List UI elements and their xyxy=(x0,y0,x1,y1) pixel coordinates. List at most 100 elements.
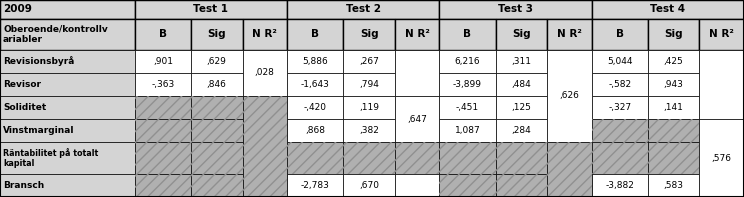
Bar xyxy=(591,142,648,174)
Bar xyxy=(0,96,135,119)
Text: ,484: ,484 xyxy=(512,80,531,89)
Bar xyxy=(547,142,591,197)
Text: ,583: ,583 xyxy=(664,181,684,190)
Bar xyxy=(591,73,648,96)
Text: Revisionsbyrå: Revisionsbyrå xyxy=(3,56,74,66)
Text: Sig: Sig xyxy=(360,29,379,39)
Text: Sig: Sig xyxy=(208,29,226,39)
Text: B: B xyxy=(159,29,167,39)
Bar xyxy=(496,73,547,96)
Text: N R²: N R² xyxy=(709,29,734,39)
Bar xyxy=(0,119,135,142)
Text: Test 1: Test 1 xyxy=(193,5,228,15)
Bar xyxy=(135,96,191,119)
Bar xyxy=(591,0,744,19)
Bar xyxy=(287,19,343,49)
Bar xyxy=(648,142,699,174)
Bar xyxy=(0,0,135,19)
Bar xyxy=(343,49,395,73)
Bar xyxy=(591,96,648,119)
Bar xyxy=(343,19,395,49)
Text: ,629: ,629 xyxy=(207,57,227,66)
Text: ,125: ,125 xyxy=(511,103,531,112)
Bar xyxy=(440,142,496,174)
Text: ,846: ,846 xyxy=(207,80,227,89)
Bar xyxy=(343,119,395,142)
Bar xyxy=(191,142,243,174)
Bar xyxy=(243,96,287,197)
Text: -3,899: -3,899 xyxy=(453,80,482,89)
Bar xyxy=(648,19,699,49)
Bar xyxy=(0,49,135,73)
Text: ,311: ,311 xyxy=(511,57,531,66)
Bar xyxy=(440,142,496,174)
Bar xyxy=(135,142,191,174)
Text: Soliditet: Soliditet xyxy=(3,103,46,112)
Bar xyxy=(191,174,243,197)
Text: B: B xyxy=(616,29,623,39)
Text: ,868: ,868 xyxy=(305,126,325,135)
Bar xyxy=(287,174,343,197)
Bar xyxy=(440,0,591,19)
Bar xyxy=(496,119,547,142)
Text: B: B xyxy=(311,29,319,39)
Text: Test 4: Test 4 xyxy=(650,5,685,15)
Bar xyxy=(496,174,547,197)
Bar xyxy=(648,73,699,96)
Bar xyxy=(496,174,547,197)
Bar xyxy=(287,0,440,19)
Bar xyxy=(135,174,191,197)
Bar xyxy=(135,142,191,174)
Text: Oberoende/kontrollv
ariabler: Oberoende/kontrollv ariabler xyxy=(3,24,108,44)
Bar xyxy=(135,174,191,197)
Text: -,582: -,582 xyxy=(609,80,632,89)
Bar xyxy=(496,96,547,119)
Text: Räntabilitet på totalt
kapital: Räntabilitet på totalt kapital xyxy=(3,148,98,168)
Text: -,327: -,327 xyxy=(609,103,632,112)
Bar xyxy=(287,142,343,174)
Text: N R²: N R² xyxy=(405,29,429,39)
Bar xyxy=(648,174,699,197)
Bar xyxy=(395,96,440,142)
Bar xyxy=(243,19,287,49)
Bar xyxy=(547,142,591,197)
Text: Test 3: Test 3 xyxy=(498,5,533,15)
Bar xyxy=(440,19,496,49)
Bar xyxy=(0,73,135,96)
Text: ,382: ,382 xyxy=(359,126,379,135)
Bar xyxy=(496,142,547,174)
Bar xyxy=(699,49,744,119)
Bar xyxy=(243,96,287,197)
Bar xyxy=(135,73,191,96)
Text: N R²: N R² xyxy=(557,29,582,39)
Bar xyxy=(191,96,243,119)
Bar xyxy=(287,96,343,119)
Text: -1,643: -1,643 xyxy=(301,80,330,89)
Text: 1,087: 1,087 xyxy=(455,126,481,135)
Bar xyxy=(591,142,648,174)
Text: ,141: ,141 xyxy=(664,103,684,112)
Bar xyxy=(395,142,440,174)
Bar xyxy=(440,174,496,197)
Text: -,451: -,451 xyxy=(456,103,479,112)
Bar xyxy=(648,119,699,142)
Bar xyxy=(135,19,191,49)
Text: Test 2: Test 2 xyxy=(346,5,381,15)
Text: ,284: ,284 xyxy=(512,126,531,135)
Text: ,576: ,576 xyxy=(712,153,732,163)
Text: ,794: ,794 xyxy=(359,80,379,89)
Text: ,119: ,119 xyxy=(359,103,379,112)
Text: Bransch: Bransch xyxy=(3,181,44,190)
Bar xyxy=(0,142,135,174)
Text: ,028: ,028 xyxy=(255,68,275,77)
Bar xyxy=(648,96,699,119)
Text: ,647: ,647 xyxy=(407,114,427,124)
Text: Vinstmarginal: Vinstmarginal xyxy=(3,126,74,135)
Bar xyxy=(591,119,648,142)
Bar xyxy=(343,174,395,197)
Bar xyxy=(135,119,191,142)
Bar xyxy=(135,96,191,119)
Text: ,626: ,626 xyxy=(559,91,580,100)
Bar xyxy=(440,73,496,96)
Bar xyxy=(395,142,440,174)
